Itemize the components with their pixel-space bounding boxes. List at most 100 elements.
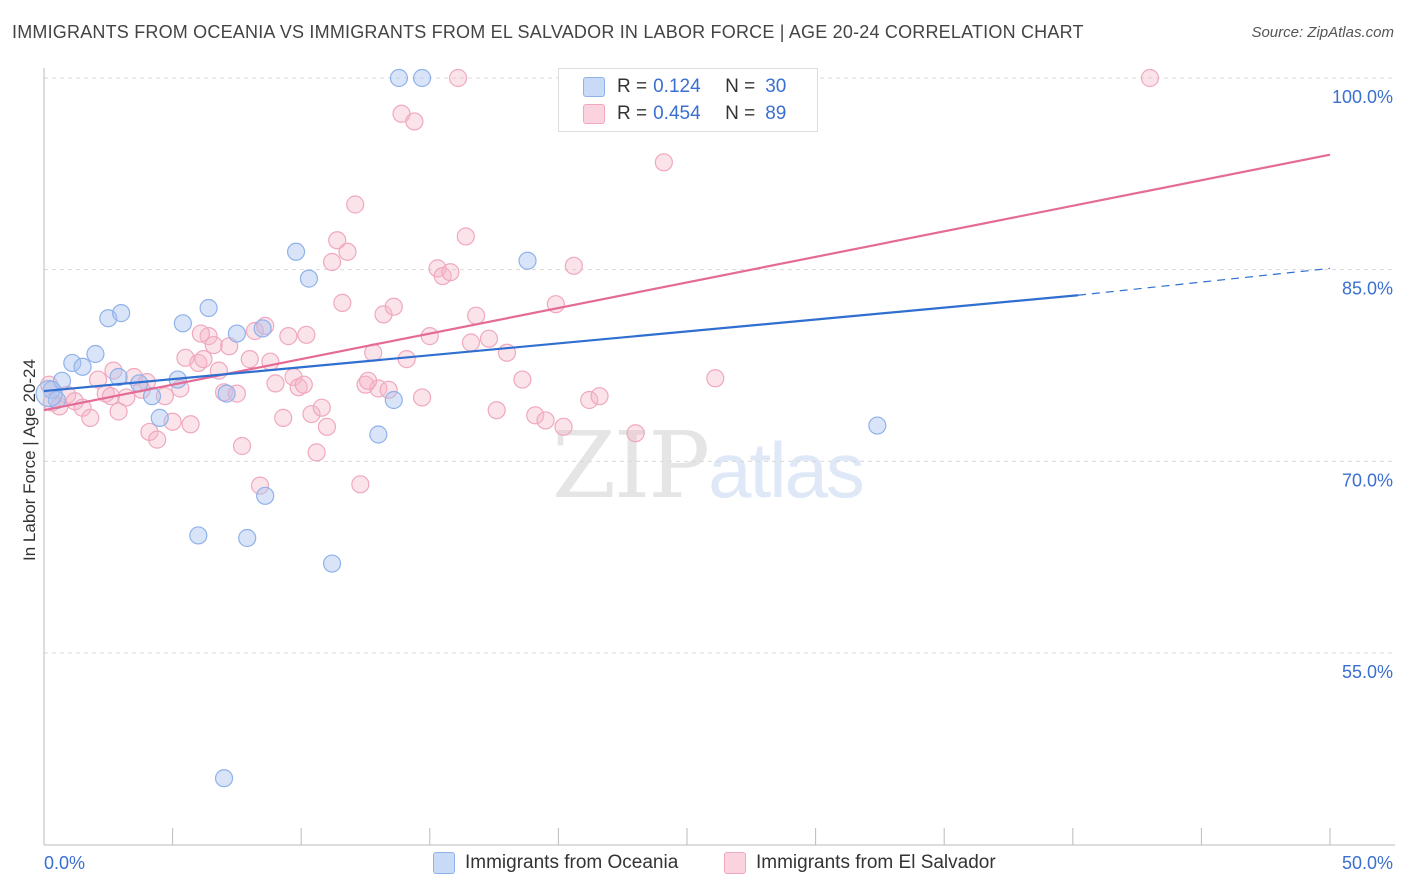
- point-elsalvador: [441, 263, 460, 282]
- point-elsalvador: [240, 350, 259, 369]
- point-oceania: [868, 416, 887, 435]
- point-elsalvador: [397, 350, 416, 369]
- point-elsalvador: [379, 380, 398, 399]
- legend-r-label: R =: [617, 76, 648, 97]
- point-elsalvador: [148, 430, 167, 449]
- point-elsalvador: [109, 402, 128, 421]
- series-legend: Immigrants from Oceania Immigrants from …: [0, 852, 1406, 880]
- point-elsalvador: [412, 388, 432, 407]
- point-elsalvador: [1140, 68, 1160, 88]
- legend-swatch-elsalvador: [724, 852, 746, 874]
- tick-labels: 55.0% 70.0% 85.0% 100.0% 0.0% 50.0%: [44, 87, 1393, 873]
- y-tick-label: 55.0%: [1342, 662, 1393, 682]
- legend-n-label: N =: [725, 103, 756, 124]
- watermark: ZIPatlas: [552, 412, 865, 519]
- point-elsalvador: [289, 378, 308, 397]
- point-elsalvador: [580, 390, 599, 410]
- point-elsalvador: [232, 436, 252, 456]
- point-oceania: [112, 304, 131, 323]
- point-elsalvador: [274, 408, 293, 427]
- y-tick-label: 100.0%: [1332, 87, 1393, 107]
- legend-label-oceania: Immigrants from Oceania: [465, 852, 679, 873]
- point-oceania: [109, 367, 128, 387]
- point-oceania: [217, 384, 236, 403]
- legend-item-elsalvador[interactable]: Immigrants from El Salvador: [724, 852, 996, 874]
- point-elsalvador: [358, 371, 378, 390]
- legend-r-value: 0.454: [653, 103, 701, 124]
- point-elsalvador: [312, 398, 331, 417]
- point-elsalvador: [654, 153, 673, 172]
- point-elsalvador: [140, 422, 159, 442]
- legend-swatch-oceania: [433, 852, 455, 874]
- point-elsalvador: [461, 333, 481, 352]
- x-tick-label: 0.0%: [44, 853, 85, 873]
- chart-title: IMMIGRANTS FROM OCEANIA VS IMMIGRANTS FR…: [12, 22, 1084, 42]
- trend-line-oceania: [43, 294, 1079, 393]
- y-tick-label: 70.0%: [1342, 470, 1393, 490]
- legend-row-oceania: R = 0.124 N = 30: [583, 75, 787, 99]
- point-elsalvador: [333, 293, 352, 312]
- point-elsalvador: [155, 387, 174, 406]
- point-elsalvador: [448, 68, 468, 88]
- point-elsalvador: [88, 370, 108, 389]
- point-oceania: [322, 554, 342, 573]
- point-elsalvador: [384, 297, 403, 316]
- legend-label-elsalvador: Immigrants from El Salvador: [756, 852, 996, 873]
- point-elsalvador: [554, 417, 573, 436]
- legend-swatch-elsalvador: [583, 104, 605, 124]
- point-elsalvador: [346, 195, 365, 214]
- watermark-zip: ZIP: [552, 412, 710, 519]
- point-elsalvador: [227, 384, 246, 403]
- point-oceania: [86, 344, 105, 364]
- data-points: [35, 68, 1160, 788]
- point-oceania: [199, 298, 218, 318]
- point-oceania: [150, 408, 169, 427]
- correlation-legend: R = 0.124 N = 30 R = 0.454 N = 89: [558, 68, 818, 132]
- point-elsalvador: [81, 408, 100, 427]
- point-elsalvador: [564, 256, 583, 275]
- point-elsalvador: [479, 329, 499, 348]
- x-tick-label: 50.0%: [1342, 853, 1393, 873]
- point-elsalvador: [536, 411, 555, 430]
- point-elsalvador: [338, 242, 357, 261]
- point-elsalvador: [250, 476, 270, 495]
- axes: [43, 68, 1395, 846]
- point-oceania: [63, 353, 82, 373]
- point-oceania: [518, 251, 537, 270]
- point-elsalvador: [456, 227, 475, 246]
- legend-item-oceania[interactable]: Immigrants from Oceania: [433, 852, 678, 874]
- point-elsalvador: [526, 406, 545, 425]
- source-label: Source: ZipAtlas.com: [1251, 24, 1394, 41]
- point-elsalvador: [294, 375, 313, 394]
- point-oceania: [227, 324, 246, 343]
- legend-n-value: 89: [765, 103, 787, 124]
- point-oceania: [214, 769, 234, 788]
- point-elsalvador: [706, 369, 725, 388]
- point-elsalvador: [181, 415, 200, 434]
- point-oceania: [35, 380, 63, 408]
- point-elsalvador: [374, 305, 393, 324]
- point-elsalvador: [590, 387, 609, 406]
- point-elsalvador: [297, 325, 316, 344]
- trend-line-elsalvador: [43, 153, 1331, 412]
- point-elsalvador: [351, 475, 370, 494]
- legend-n-value: 30: [765, 76, 787, 97]
- point-oceania: [286, 242, 306, 261]
- y-axis-label: In Labor Force | Age 20-24: [20, 359, 39, 561]
- point-elsalvador: [266, 374, 285, 393]
- point-oceania: [389, 68, 409, 88]
- legend-r-label: R =: [617, 103, 648, 124]
- point-elsalvador: [420, 327, 439, 346]
- point-oceania: [384, 390, 403, 410]
- point-elsalvador: [261, 352, 280, 371]
- point-oceania: [238, 528, 257, 548]
- point-elsalvador: [513, 370, 532, 389]
- point-elsalvador: [487, 401, 506, 420]
- point-elsalvador: [279, 327, 298, 346]
- point-oceania: [189, 526, 208, 545]
- point-elsalvador: [194, 350, 213, 369]
- legend-swatch-oceania: [583, 77, 605, 97]
- point-elsalvador: [626, 424, 645, 443]
- point-oceania: [253, 319, 272, 338]
